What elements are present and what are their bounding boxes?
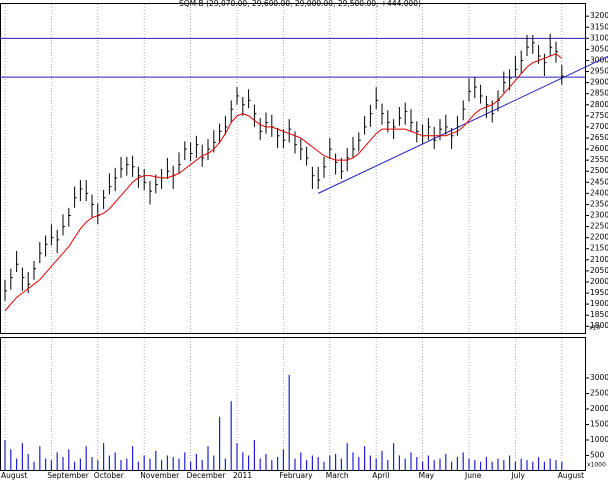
y-tick-label: 2700 [590,122,608,131]
y-tick-label: 2800 [590,100,608,109]
y-tick-label: 3000 [590,373,608,382]
y-tick-label: 2550 [590,155,608,164]
y-tick-label: 3150 [590,22,608,31]
x-tick-label: October [94,471,125,480]
y-tick-label: 3000 [590,55,608,64]
y-tick-label: 2650 [590,133,608,142]
x-tick-label: 2011 [233,471,252,480]
moving-average [4,53,563,312]
y-tick-label: 2150 [590,244,608,253]
y-tick-label: 2450 [590,177,608,186]
y-tick-label: 2750 [590,111,608,120]
y-tick-label: 1000 [590,435,608,444]
y-tick-label: 3050 [590,44,608,53]
y-tick-label: 2000 [590,277,608,286]
x-tick-label: April [372,471,389,480]
scale-label: x10 [589,325,600,332]
y-tick-label: 2300 [590,211,608,220]
x-tick-label: December [187,471,227,480]
y-tick-label: 3200 [590,11,608,20]
x-tick-label: June [464,471,482,480]
y-tick-label: 1800 [590,321,608,330]
scale-label: x1000 [587,462,606,469]
price-panel [0,3,586,334]
y-tick-label: 500 [590,450,605,459]
y-tick-label: 2050 [590,266,608,275]
y-tick-label: 2850 [590,89,608,98]
y-tick-label: 2250 [590,222,608,231]
y-tick-label: 3100 [590,33,608,42]
x-tick-label: July [510,471,525,480]
x-tick-label: November [140,471,180,480]
y-tick-label: 2600 [590,144,608,153]
x-tick-label: May [419,471,435,480]
x-tick-label: August [1,471,27,480]
y-tick-label: 2200 [590,233,608,242]
y-tick-label: 2500 [590,166,608,175]
x-tick-label: February [279,471,313,480]
y-tick-label: 2000 [590,404,608,413]
x-tick-label: March [326,471,349,480]
y-tick-label: 1950 [590,288,608,297]
y-tick-label: 1500 [590,419,608,428]
y-tick-label: 2950 [590,67,608,76]
x-tick-label: September [47,471,89,480]
y-tick-label: 1850 [590,310,608,319]
chart-title: SQM-B (29,070.00, 29,600.00, 29,000.00, … [179,0,421,8]
y-tick-label: 2350 [590,199,608,208]
y-tick-label: 2100 [590,255,608,264]
y-tick-label: 2500 [590,388,608,397]
y-tick-label: 2900 [590,78,608,87]
y-tick-label: 2400 [590,188,608,197]
y-tick-label: 1900 [590,299,608,308]
x-tick-label: August [558,471,584,480]
volume-panel [0,337,586,471]
